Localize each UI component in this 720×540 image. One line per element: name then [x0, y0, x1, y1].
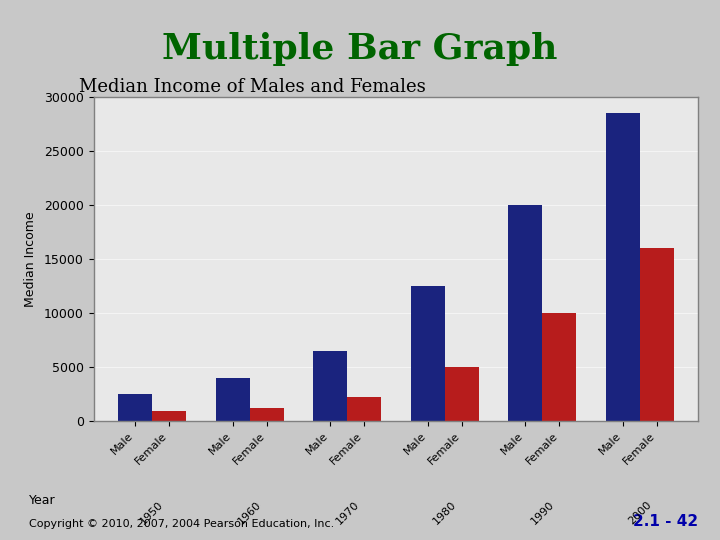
- Y-axis label: Median Income: Median Income: [24, 211, 37, 307]
- Text: Copyright © 2010, 2007, 2004 Pearson Education, Inc.: Copyright © 2010, 2007, 2004 Pearson Edu…: [29, 519, 334, 529]
- Text: 1990: 1990: [528, 500, 556, 526]
- Text: 1950: 1950: [139, 500, 166, 526]
- Text: Median Income of Males and Females: Median Income of Males and Females: [79, 78, 426, 96]
- Bar: [118, 394, 152, 421]
- Text: 1960: 1960: [236, 500, 263, 526]
- Text: 2000: 2000: [626, 500, 653, 526]
- Bar: [215, 378, 250, 421]
- Text: 1980: 1980: [431, 500, 459, 526]
- Bar: [445, 367, 479, 421]
- Bar: [640, 248, 674, 421]
- Bar: [542, 313, 577, 421]
- Bar: [606, 113, 640, 421]
- Text: Multiple Bar Graph: Multiple Bar Graph: [162, 32, 558, 66]
- Bar: [508, 205, 542, 421]
- Text: 1970: 1970: [333, 500, 361, 526]
- Bar: [313, 351, 347, 421]
- Text: 2.1 - 42: 2.1 - 42: [634, 514, 698, 529]
- Text: Year: Year: [29, 494, 55, 507]
- Bar: [410, 286, 445, 421]
- Bar: [347, 397, 382, 421]
- Bar: [250, 408, 284, 421]
- Bar: [152, 411, 186, 421]
